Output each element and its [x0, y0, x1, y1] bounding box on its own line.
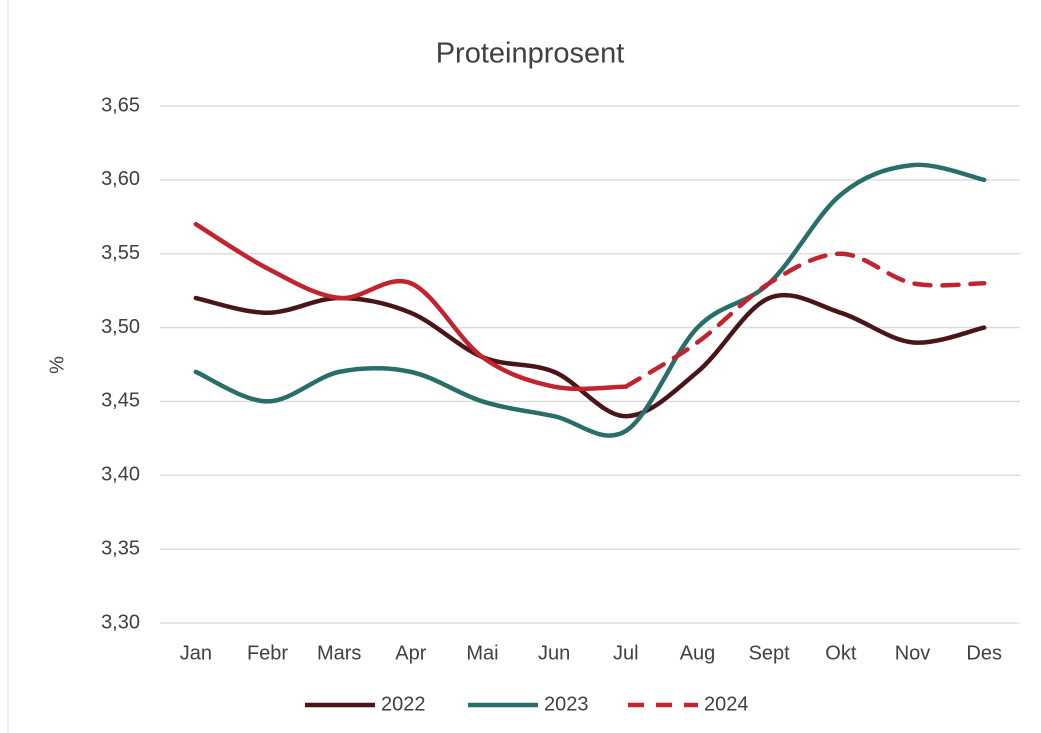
x-tick-label: Des — [966, 642, 1002, 664]
y-axis-label: % — [46, 356, 68, 374]
y-tick-label: 3,40 — [101, 464, 140, 486]
legend-label: 2022 — [381, 693, 426, 715]
line-series — [193, 162, 987, 438]
x-tick-label: Okt — [825, 642, 857, 664]
y-tick-label: 3,45 — [101, 390, 140, 412]
legend-label: 2023 — [544, 693, 589, 715]
line-series — [193, 292, 987, 419]
x-tick-label: Jan — [180, 642, 212, 664]
chart-border — [7, 0, 9, 733]
y-tick-label: 3,55 — [101, 242, 140, 264]
x-tick-label: Nov — [895, 642, 931, 664]
line-series — [623, 251, 987, 389]
legend-label: 2024 — [704, 693, 749, 715]
x-tick-label: Aug — [680, 642, 716, 664]
x-tick-label: Apr — [395, 642, 426, 664]
y-tick-label: 3,50 — [101, 316, 140, 338]
x-tick-label: Jul — [613, 642, 639, 664]
x-tick-label: Mai — [466, 642, 498, 664]
y-tick-label: 3,30 — [101, 611, 140, 633]
x-tick-label: Sept — [749, 642, 791, 664]
chart-title: Proteinprosent — [436, 38, 625, 70]
y-tick-label: 3,35 — [101, 537, 140, 559]
y-tick-label: 3,60 — [101, 168, 140, 190]
x-tick-label: Jun — [538, 642, 570, 664]
x-tick-label: Mars — [317, 642, 361, 664]
line-series — [193, 221, 629, 392]
y-tick-label: 3,65 — [101, 94, 140, 116]
x-tick-label: Febr — [247, 642, 288, 664]
